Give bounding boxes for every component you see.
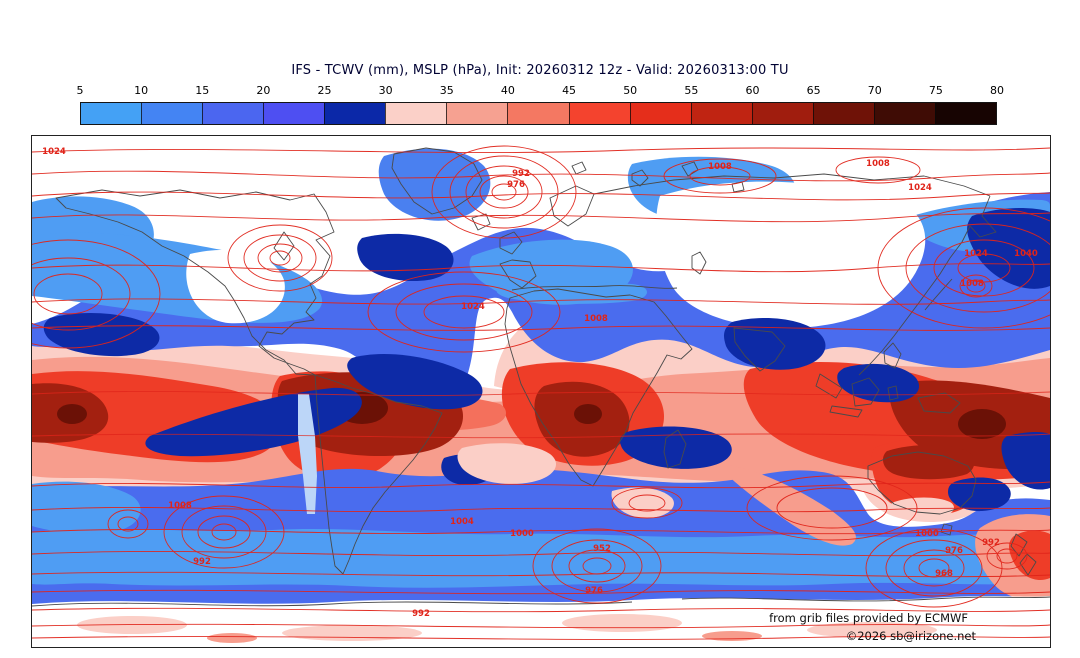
colorbar-tick: 65 <box>806 84 821 97</box>
colorbar-segment <box>324 103 386 124</box>
colorbar-tick: 15 <box>195 84 210 97</box>
pressure-label: 1004 <box>450 517 474 527</box>
pressure-label: 1000 <box>915 529 939 539</box>
colorbar-tick: 40 <box>500 84 515 97</box>
tcwv-colorbar: 5 10 15 20 25 30 35 40 45 50 55 60 65 70 75 80 <box>76 84 1005 125</box>
colorbar-segment <box>812 103 874 124</box>
colorbar-segment <box>629 103 691 124</box>
colorbar-tick: 45 <box>562 84 577 97</box>
pressure-label: 992 <box>512 169 530 179</box>
colorbar-segment <box>81 103 142 124</box>
world-map-panel: 1024 1008 1008 1024 992 976 1024 1040 1008 1024 10… <box>31 135 1051 648</box>
colorbar-segment <box>873 103 935 124</box>
colorbar-segment <box>568 103 630 124</box>
pressure-label: 976 <box>945 546 963 556</box>
colorbar-tick: 70 <box>867 84 882 97</box>
pressure-label: 976 <box>507 180 525 190</box>
pressure-label: 1024 <box>42 147 66 157</box>
pressure-label: 1024 <box>461 302 485 312</box>
colorbar-tick: 30 <box>378 84 393 97</box>
pressure-label: 1000 <box>510 529 534 539</box>
colorbar-segment <box>751 103 813 124</box>
pressure-label: 952 <box>593 544 611 554</box>
colorbar-tick: 80 <box>990 84 1004 97</box>
pressure-label: 1024 <box>964 249 988 259</box>
colorbar-segment <box>690 103 752 124</box>
colorbar-segment <box>507 103 569 124</box>
colorbar-tick: 10 <box>134 84 149 97</box>
pressure-label: 1008 <box>584 314 608 324</box>
pressure-label: 1008 <box>168 501 192 511</box>
pressure-label: 992 <box>193 557 211 567</box>
pressure-label: 976 <box>585 586 603 596</box>
colorbar-tick: 55 <box>684 84 699 97</box>
pressure-label: 1008 <box>960 279 984 289</box>
mslp-contours <box>32 145 1050 640</box>
colorbar-segment <box>263 103 325 124</box>
tcwv-field <box>32 148 1050 647</box>
pressure-label: 1024 <box>908 183 932 193</box>
colorbar-tick: 60 <box>745 84 760 97</box>
colorbar-segment <box>446 103 508 124</box>
colorbar-tick: 50 <box>623 84 638 97</box>
colorbar-tick: 75 <box>928 84 943 97</box>
pressure-label: 1008 <box>866 159 890 169</box>
pressure-label: 992 <box>982 538 1000 548</box>
chart-title: IFS - TCWV (mm), MSLP (hPa), Init: 20260… <box>291 63 789 78</box>
colorbar-segment <box>141 103 203 124</box>
colorbar-segment <box>202 103 264 124</box>
pressure-label: 1008 <box>708 162 732 172</box>
pressure-label: 968 <box>935 569 953 579</box>
colorbar-tick: 35 <box>439 84 454 97</box>
attribution-copyright: ©2026 sb@irizone.net <box>845 629 976 643</box>
colorbar-scale <box>80 102 997 125</box>
colorbar-segment <box>385 103 447 124</box>
colorbar-segment <box>934 103 996 124</box>
coastlines <box>32 147 1050 607</box>
colorbar-tick: 5 <box>76 84 84 97</box>
colorbar-tick: 20 <box>256 84 271 97</box>
pressure-label: 992 <box>412 609 430 619</box>
attribution-source: from grib files provided by ECMWF <box>769 611 968 625</box>
colorbar-tick: 25 <box>317 84 332 97</box>
colorbar-tick-labels: 5 10 15 20 25 30 35 40 45 50 55 60 65 70 75 80 <box>76 84 1005 102</box>
pressure-label: 1040 <box>1014 249 1038 259</box>
